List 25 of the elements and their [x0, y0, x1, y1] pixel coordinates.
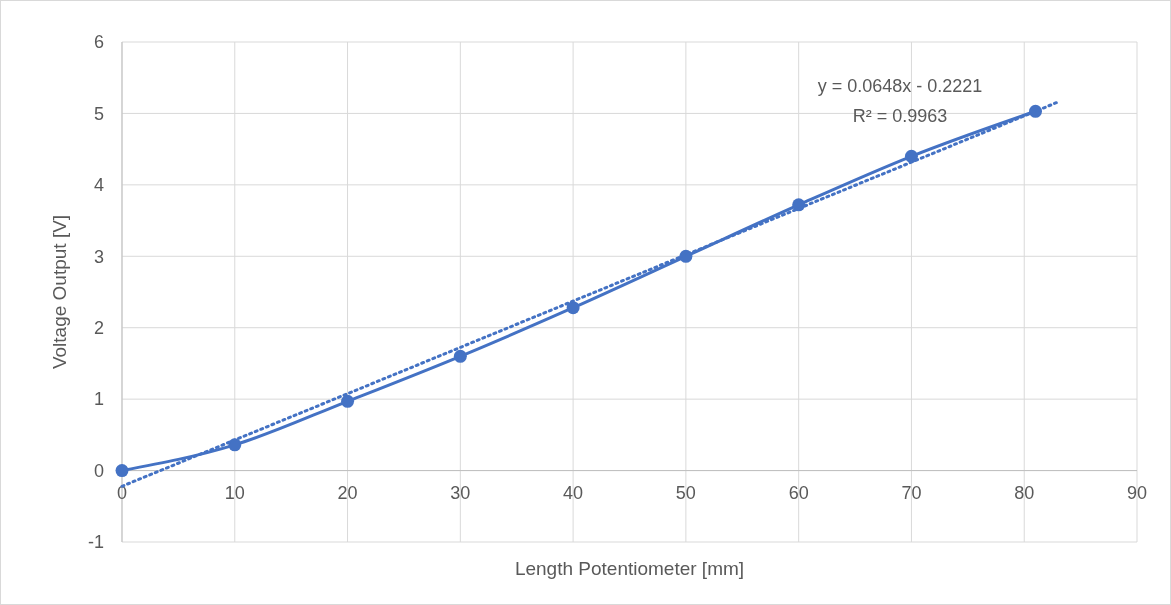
- point: [453, 349, 467, 363]
- x-axis-title: Length Potentiometer [mm]: [514, 558, 745, 579]
- x-tick-label: 40: [563, 482, 584, 503]
- point: [341, 394, 355, 408]
- y-tick-label: 4: [93, 175, 104, 196]
- x-tick-label: 90: [1126, 482, 1148, 503]
- annotation: y = 0.0648x - 0.2221: [817, 76, 983, 96]
- y-tick-label: 5: [93, 103, 104, 124]
- y-tick-label: -1: [87, 532, 104, 553]
- y-tick-label: 1: [93, 389, 104, 410]
- y-axis-title: Voltage Output [V]: [49, 214, 70, 370]
- point: [566, 301, 580, 315]
- x-tick-label: 50: [675, 482, 696, 503]
- y-tick-label: 2: [93, 318, 104, 339]
- point: [115, 464, 129, 478]
- annotation: R² = 0.9963: [852, 106, 948, 126]
- x-tick-label: 70: [901, 482, 922, 503]
- x-tick-label: 60: [788, 482, 809, 503]
- y-tick-label: 3: [93, 246, 104, 267]
- x-tick-label: 20: [337, 482, 358, 503]
- x-tick-label: 30: [450, 482, 471, 503]
- y-tick-label: 6: [93, 32, 104, 53]
- x-tick-label: 10: [224, 482, 245, 503]
- y-tick-label: 0: [93, 460, 104, 481]
- x-tick-label: 80: [1014, 482, 1035, 503]
